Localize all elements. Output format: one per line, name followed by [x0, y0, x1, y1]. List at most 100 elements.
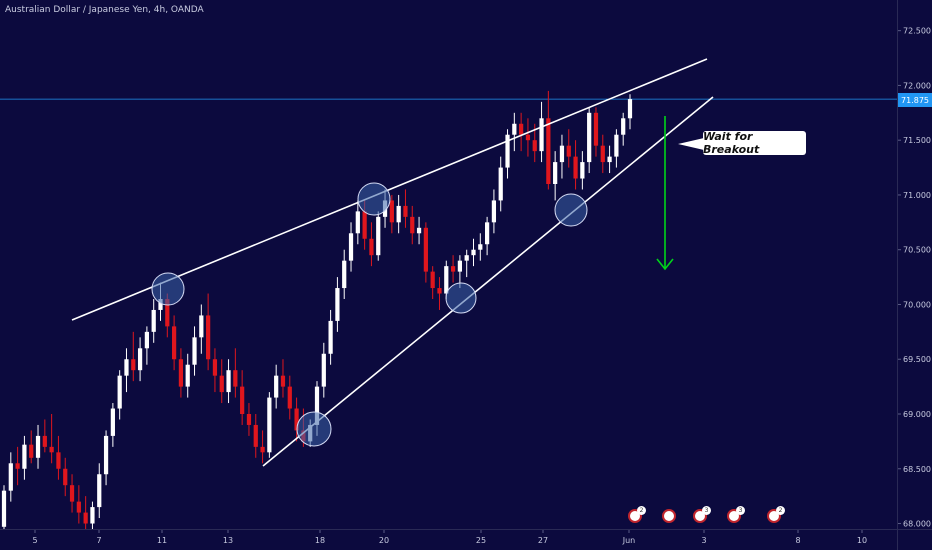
candle [580, 151, 585, 190]
candle-body [49, 446, 54, 453]
candle-body [274, 375, 279, 398]
candle-body [396, 205, 401, 223]
candle-body [607, 156, 612, 163]
candle [274, 364, 279, 409]
candle-body [376, 216, 381, 256]
candle-body [110, 408, 115, 436]
candle [240, 370, 245, 425]
candle-body [491, 200, 497, 223]
candle-body [185, 364, 190, 387]
candle-body [260, 446, 265, 453]
candle-body [90, 507, 95, 524]
candle-body [137, 348, 143, 371]
candle [498, 156, 503, 212]
candle [369, 222, 374, 267]
candle [430, 266, 435, 299]
touch-point-circle [554, 193, 588, 227]
x-axis: 5 7 11 13 18 20 25 27 Jun 3 8 10 [32, 529, 867, 545]
last-price-badge: 71.875 [898, 93, 932, 107]
candle [423, 222, 428, 283]
candle [559, 134, 565, 179]
candle [233, 348, 238, 398]
candles-layer [1, 90, 633, 529]
economic-event-icon[interactable]: 3 [693, 506, 711, 523]
candle-body [362, 211, 367, 239]
x-tick-label: 8 [795, 536, 800, 545]
candle-body [471, 249, 476, 256]
candle-body [566, 145, 571, 157]
candle [328, 309, 333, 365]
candle-body [83, 512, 88, 524]
candle [403, 189, 408, 228]
candle [342, 249, 347, 299]
touch-point-circle [445, 282, 477, 314]
candle [42, 419, 47, 453]
candle [348, 222, 354, 272]
candle [117, 370, 122, 420]
candle-body [348, 233, 354, 261]
candle [614, 129, 619, 168]
candle-body [151, 309, 156, 332]
candle-body [355, 211, 360, 234]
candle [29, 430, 34, 464]
candle [464, 249, 469, 278]
callout-pointer [678, 138, 704, 150]
candle [437, 277, 442, 310]
lower-trendline [262, 96, 714, 467]
candle [410, 205, 415, 245]
candle [471, 238, 476, 267]
candle [246, 403, 252, 436]
candle [267, 392, 272, 458]
candle-body [389, 200, 394, 223]
x-tick-label: Jun [622, 536, 636, 545]
candle [321, 342, 326, 398]
candle [491, 189, 497, 234]
candle-body [29, 444, 34, 458]
candle-body [437, 288, 442, 294]
candle-body [328, 320, 333, 354]
y-tick-label: 68.500 [903, 465, 931, 474]
candle-body [69, 485, 75, 502]
economic-event-icon[interactable]: 2 [628, 506, 646, 523]
candle [76, 485, 81, 524]
candle-body [294, 408, 299, 431]
candle [396, 194, 401, 234]
candle-body [280, 375, 286, 387]
x-tick-label: 3 [701, 536, 706, 545]
economic-event-icon[interactable]: 3 [727, 506, 745, 523]
economic-event-icon[interactable] [662, 509, 676, 523]
y-tick-label: 69.000 [903, 410, 931, 419]
candle-body [525, 134, 531, 141]
annotations-layer [71, 58, 714, 467]
candle-body [15, 463, 20, 469]
candle [294, 397, 299, 442]
candle [22, 435, 27, 480]
candle-body [144, 331, 150, 349]
candle-body [178, 359, 184, 387]
candle [450, 255, 456, 283]
candle-body [56, 452, 61, 469]
price-axis-border [897, 0, 898, 550]
candle [621, 112, 626, 146]
candle [416, 216, 422, 245]
candle-body [444, 266, 449, 294]
candle [15, 446, 20, 486]
candle-body [240, 386, 245, 414]
candle-body [410, 216, 415, 234]
candle [287, 375, 292, 420]
x-tick-label: 5 [32, 536, 37, 545]
economic-event-icon[interactable]: 2 [767, 506, 785, 523]
candle [110, 403, 115, 447]
candle-body [416, 227, 422, 234]
candle-body [8, 463, 13, 491]
candle-body [35, 435, 41, 458]
candle [573, 140, 578, 190]
y-tick-label: 70.000 [903, 300, 931, 309]
breakout-arrow-head [656, 258, 674, 271]
candle-body [226, 370, 231, 393]
candle [69, 474, 75, 513]
candle-body [212, 359, 218, 376]
candle [178, 348, 184, 398]
candle-body [321, 353, 326, 387]
